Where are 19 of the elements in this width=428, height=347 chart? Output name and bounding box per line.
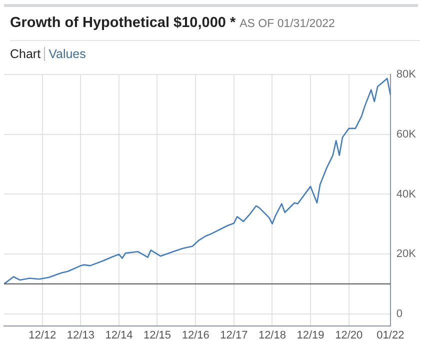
y-tick-label: 80K [396,68,417,81]
x-tick-label: 12/14 [105,329,133,342]
x-tick-label: 12/17 [220,329,248,342]
x-tick-label: 12/15 [143,329,172,342]
text: Values [44,47,86,61]
x-tick-label: 12/20 [335,329,363,342]
y-tick-label: 0 [396,308,403,320]
x-tick-label: 12/19 [296,329,324,342]
chart-title: Growth of Hypothetical $10,000 * [10,15,236,31]
y-tick-label: 60K [396,128,417,140]
y-tick-label: 20K [396,248,417,260]
y-tick-label: 40K [396,188,417,200]
text: Chart [10,47,41,61]
x-tick-label: 12/16 [182,329,210,342]
x-tick-label: 12/12 [28,329,56,342]
x-tick-label: 01/22 [376,329,404,342]
chart-subtitle: AS OF 01/31/2022 [240,18,335,30]
x-tick-label: 12/13 [66,329,94,342]
x-tick-label: 12/18 [258,329,286,342]
